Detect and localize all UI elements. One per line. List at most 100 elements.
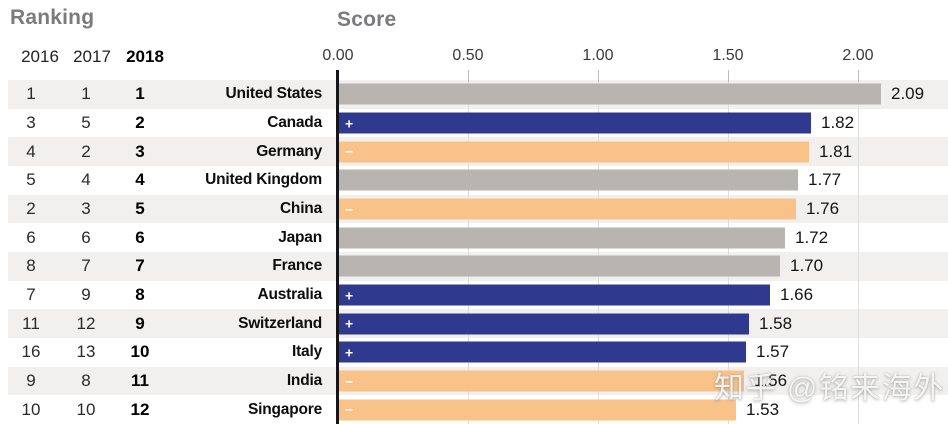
rank-2016: 4	[26, 141, 36, 161]
rank-change-sign: +	[345, 344, 354, 361]
rank-2018: 3	[135, 141, 145, 161]
score-value: 1.70	[790, 256, 824, 276]
score-bar	[338, 169, 798, 191]
rank-2017: 3	[81, 199, 91, 219]
rank-2017: 9	[81, 285, 91, 305]
score-value: 1.76	[806, 199, 840, 219]
rank-2017: 7	[81, 256, 91, 276]
axis-tick	[598, 70, 599, 82]
country-label: China	[279, 200, 322, 218]
rank-2018: 12	[130, 399, 150, 419]
rank-2016: 9	[26, 371, 36, 391]
rank-2016: 8	[26, 256, 36, 276]
ranking-title: Ranking	[10, 6, 95, 29]
table-row: 9 8 11 India − 1.56	[0, 366, 948, 396]
rank-change-sign: −	[345, 201, 354, 218]
country-label: Australia	[257, 286, 322, 304]
rank-2016: 16	[21, 342, 41, 362]
rank-2017: 12	[76, 313, 96, 333]
score-bar	[338, 227, 785, 249]
rank-change-sign: −	[345, 143, 354, 160]
table-row: 16 13 10 Italy + 1.57	[0, 338, 948, 367]
rank-2016: 11	[22, 313, 40, 333]
rank-2017: 2	[81, 141, 91, 161]
table-row: 7 9 8 Australia + 1.66	[0, 281, 948, 310]
year-column-2018: 2018	[126, 47, 164, 66]
rank-2016: 1	[26, 84, 36, 104]
score-bar: +	[338, 313, 749, 335]
score-value: 1.66	[780, 285, 814, 305]
rank-2016: 6	[26, 227, 36, 247]
rank-2016: 10	[21, 399, 41, 419]
score-value: 1.58	[759, 313, 793, 333]
score-value: 1.82	[821, 113, 855, 132]
score-bar: −	[338, 141, 809, 163]
score-value: 1.57	[756, 342, 790, 362]
rank-2018: 2	[135, 113, 145, 132]
rank-2018: 5	[135, 199, 145, 219]
x-axis-tick-label: 2.00	[842, 47, 874, 64]
rank-2017: 10	[76, 399, 96, 419]
x-axis-tick-label: 0.00	[322, 47, 354, 64]
axis-tick	[728, 70, 729, 82]
country-label: France	[272, 257, 322, 275]
rank-2018: 1	[135, 84, 145, 104]
score-value: 2.09	[891, 84, 925, 104]
table-row: 1 1 1 United States 2.09	[0, 80, 948, 109]
rank-2016: 2	[26, 199, 36, 219]
axis-tick	[468, 70, 469, 82]
rank-2018: 9	[135, 313, 145, 333]
score-value: 1.77	[808, 170, 842, 190]
country-label: Switzerland	[238, 314, 322, 332]
country-label: Germany	[256, 142, 322, 160]
score-bar: +	[338, 112, 811, 134]
table-row: 2 3 5 China − 1.76	[0, 194, 948, 224]
table-row: 11 12 9 Switzerland + 1.58	[0, 309, 948, 339]
score-bar: +	[338, 341, 746, 363]
rank-2017: 8	[81, 371, 91, 391]
rank-change-sign: −	[345, 401, 354, 418]
table-row: 6 6 6 Japan 1.72	[0, 223, 948, 252]
year-column-2016: 2016	[21, 47, 59, 66]
table-row: 5 4 4 United Kingdom 1.77	[0, 166, 948, 195]
table-row: 3 5 2 Canada + 1.82	[0, 109, 948, 138]
country-label: Singapore	[248, 400, 322, 418]
score-value: 1.56	[754, 371, 788, 391]
rank-change-sign: +	[345, 315, 354, 332]
rank-2018: 7	[135, 256, 145, 276]
country-label: United States	[225, 85, 323, 103]
rank-2017: 5	[81, 113, 91, 132]
score-bar: −	[338, 399, 736, 421]
rows: 1 1 1 United States 2.09 3 5 2 Canada + …	[0, 80, 948, 424]
x-axis-tick-label: 0.50	[452, 47, 484, 64]
score-title: Score	[337, 8, 397, 31]
score-value: 1.53	[746, 399, 780, 419]
rank-2018: 4	[135, 170, 145, 190]
table-row: 8 7 7 France 1.70	[0, 252, 948, 281]
x-axis-tick-label: 1.50	[712, 47, 744, 64]
rank-change-sign: +	[345, 115, 354, 131]
score-bar: +	[338, 284, 770, 306]
score-bar	[338, 83, 881, 105]
rank-2017: 1	[81, 84, 91, 104]
score-bar	[338, 255, 780, 277]
rank-2016: 5	[26, 170, 36, 190]
rank-2018: 8	[135, 285, 145, 305]
axis-tick	[858, 70, 859, 82]
rank-2017: 6	[81, 227, 91, 247]
year-column-2017: 2017	[73, 47, 111, 66]
rank-2018: 10	[130, 342, 150, 362]
rank-2016: 7	[26, 285, 36, 305]
watermark: 知乎 @铭来海外	[714, 372, 945, 405]
rank-2016: 3	[26, 113, 36, 132]
rank-change-sign: +	[345, 287, 354, 304]
table-row: 4 2 3 Germany − 1.81	[0, 137, 948, 167]
score-bar: −	[338, 370, 744, 392]
score-value: 1.72	[795, 227, 829, 247]
country-label: Italy	[291, 343, 322, 361]
score-value: 1.81	[819, 141, 853, 161]
rank-2017: 4	[81, 170, 91, 190]
rank-2017: 13	[76, 342, 96, 362]
rank-change-sign: −	[345, 373, 354, 390]
axis-baseline	[336, 70, 339, 424]
